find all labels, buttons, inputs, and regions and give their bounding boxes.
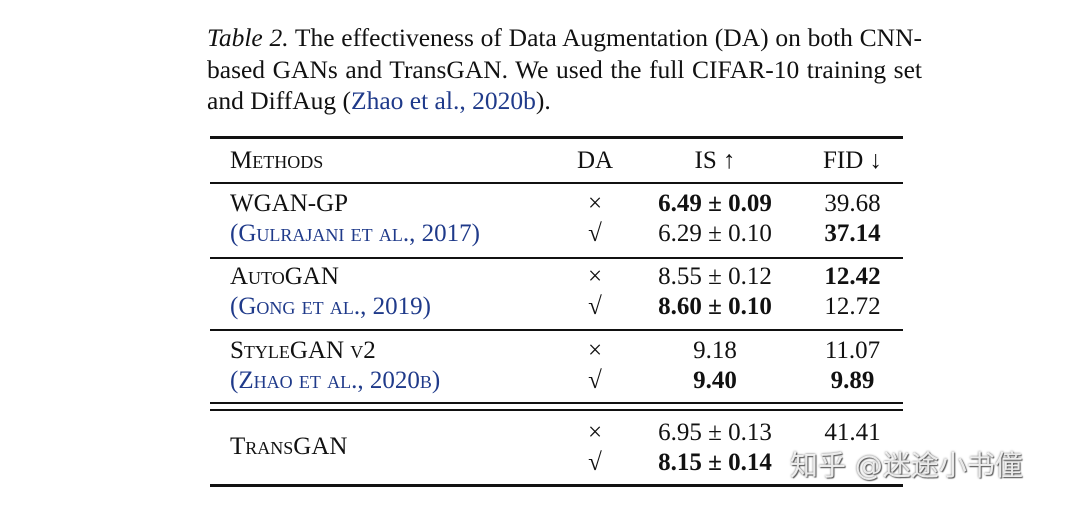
- is-value: 8.15 ± 0.14: [615, 448, 815, 478]
- is-mean: 6.95: [658, 419, 702, 446]
- da-mark: √: [588, 367, 602, 394]
- method-name: WGAN-GP: [230, 190, 349, 217]
- caption-text-end: ).: [535, 86, 551, 115]
- fid-value: 37.14: [824, 220, 881, 247]
- is-std: ± 0.14: [708, 449, 772, 476]
- fid-value: 9.89: [830, 367, 875, 394]
- method-name: AutoGAN: [230, 263, 339, 290]
- is-mean: 9.18: [693, 337, 737, 364]
- is-value: 9.18: [615, 336, 815, 366]
- top-rule: [210, 136, 903, 139]
- bottom-rule: [210, 484, 903, 487]
- header-da: DA: [576, 147, 614, 174]
- is-value: 8.55 ± 0.12: [615, 262, 815, 292]
- method-citation-link[interactable]: (Gulrajani et al., 2017): [230, 220, 480, 247]
- da-mark: ×: [587, 419, 603, 446]
- header-fid: FID ↓: [822, 147, 883, 174]
- is-value: 9.40: [615, 366, 815, 396]
- group-rule: [210, 329, 903, 331]
- header-is: IS ↑: [694, 147, 736, 174]
- is-std: ± 0.13: [708, 419, 772, 446]
- da-mark: ×: [587, 263, 603, 290]
- is-mean: 6.29: [658, 220, 702, 247]
- fid-value: 11.07: [824, 337, 881, 364]
- is-std: ± 0.09: [708, 190, 772, 217]
- method-name: StyleGAN v2: [230, 337, 376, 364]
- da-mark: ×: [587, 190, 603, 217]
- is-value: 8.60 ± 0.10: [615, 292, 815, 322]
- header-methods: Methods: [230, 147, 324, 174]
- is-mean: 6.49: [658, 190, 702, 217]
- is-std: ± 0.10: [708, 293, 772, 320]
- caption-label: Table 2.: [207, 23, 289, 52]
- fid-value: 41.41: [824, 419, 881, 446]
- group-rule: [210, 402, 903, 404]
- is-mean: 8.15: [658, 449, 702, 476]
- fid-value: 39.68: [824, 190, 881, 217]
- caption-text: The effectiveness of Data Augmentation (…: [207, 23, 923, 115]
- da-mark: √: [588, 220, 602, 247]
- method-citation-link[interactable]: (Zhao et al., 2020b): [230, 367, 441, 394]
- fid-value: 12.72: [824, 293, 881, 320]
- group-rule: [210, 257, 903, 259]
- is-mean: 8.60: [658, 293, 702, 320]
- da-mark: √: [588, 449, 602, 476]
- is-value: 6.95 ± 0.13: [615, 418, 815, 448]
- header-rule: [210, 182, 903, 184]
- fid-value: 12.42: [824, 263, 881, 290]
- is-value: 6.49 ± 0.09: [615, 189, 815, 219]
- is-std: ± 0.12: [708, 263, 772, 290]
- method-name: TransGAN: [230, 433, 348, 460]
- da-mark: √: [588, 293, 602, 320]
- is-std: ± 0.10: [708, 220, 772, 247]
- is-value: 6.29 ± 0.10: [615, 219, 815, 249]
- table-caption: Table 2. The effectiveness of Data Augme…: [207, 22, 922, 117]
- method-citation-link[interactable]: (Gong et al., 2019): [230, 293, 431, 320]
- group-rule: [210, 409, 903, 411]
- watermark: 知乎 @迷途小书僮: [790, 449, 1023, 482]
- caption-citation-link[interactable]: Zhao et al., 2020b: [351, 86, 536, 115]
- is-mean: 8.55: [658, 263, 702, 290]
- da-mark: ×: [587, 337, 603, 364]
- is-mean: 9.40: [693, 367, 737, 394]
